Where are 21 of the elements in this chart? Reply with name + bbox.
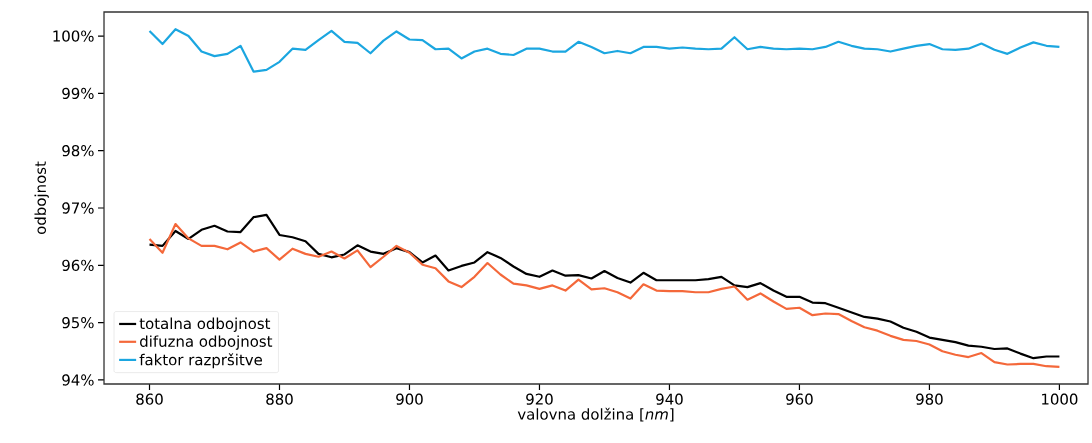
- line-series: [148, 28, 1061, 73]
- x-tick-label: 960: [786, 393, 813, 405]
- y-axis-title: odbojnost: [34, 161, 49, 234]
- y-tick-label: 97%: [62, 202, 94, 214]
- x-tick-label: 920: [526, 393, 553, 405]
- legend-label: difuzna odbojnost: [140, 335, 273, 350]
- y-tick-label: 95%: [62, 317, 94, 329]
- legend-label: faktor razpršitve: [139, 353, 262, 369]
- x-tick-label: 900: [396, 393, 423, 405]
- y-tick-label: 99%: [62, 87, 94, 100]
- x-tick-label: 1000: [1042, 393, 1078, 405]
- y-tick-label: 96%: [62, 259, 94, 271]
- x-tick-label: 860: [136, 393, 163, 405]
- x-tick-label: 880: [266, 393, 293, 405]
- x-tick-label: 940: [656, 393, 683, 405]
- y-tick-label: 94%: [62, 374, 94, 386]
- y-tick-label: 100%: [53, 30, 94, 42]
- x-tick-label: 980: [916, 393, 943, 405]
- x-axis-title: valovna dolžina [nm]: [517, 407, 674, 422]
- legend-label: totalna odbojnost: [139, 317, 271, 333]
- y-tick-label: 98%: [62, 145, 94, 157]
